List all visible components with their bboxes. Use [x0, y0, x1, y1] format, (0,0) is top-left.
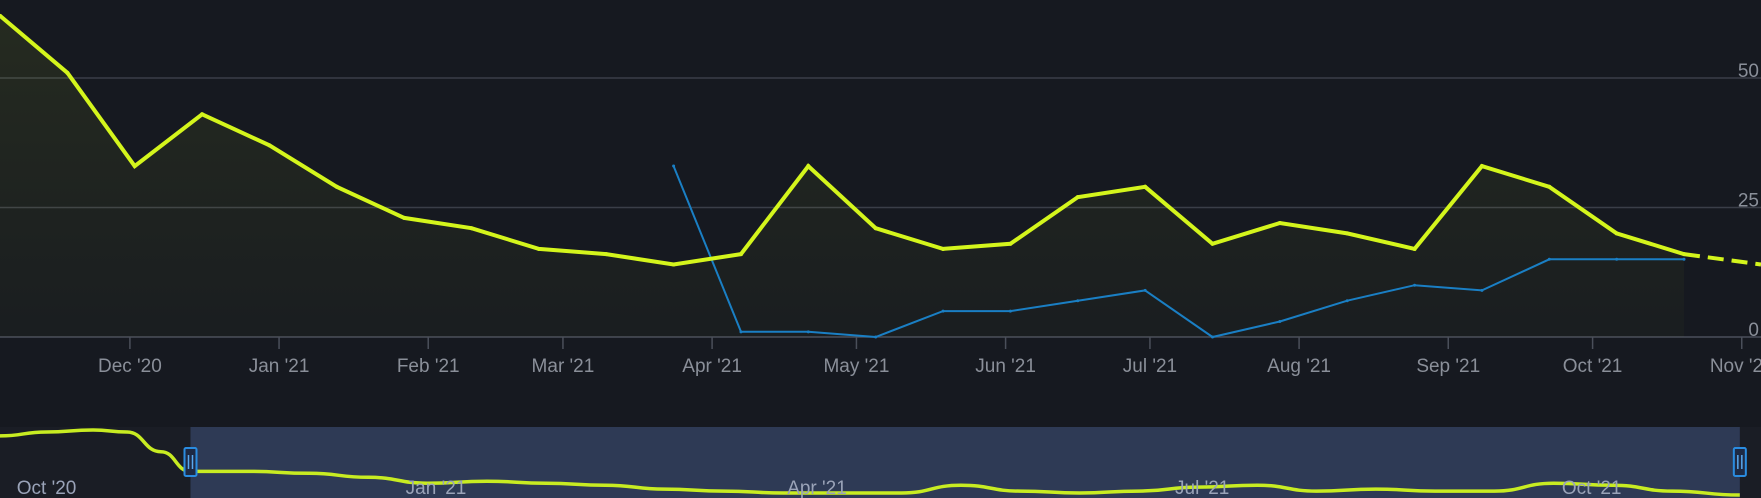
series-2-point [739, 330, 743, 334]
series-1-point [1412, 246, 1417, 251]
series-1-point [941, 246, 946, 251]
x-tick-label: Aug '21 [1267, 356, 1331, 377]
series-2-point [1076, 299, 1080, 303]
series-2-point [1480, 288, 1484, 292]
x-tick-label: Oct '21 [1563, 356, 1623, 377]
navigator-label: Oct '21 [1562, 478, 1622, 498]
series-1-projection [1683, 252, 1761, 267]
navigator-left-handle[interactable] [183, 447, 198, 477]
x-tick-label: Apr '21 [682, 356, 742, 377]
range-navigator[interactable]: Oct '20 Jan '21 Apr '21 Jul '21 Oct '21 [0, 427, 1761, 498]
handle-grip[interactable] [1732, 447, 1747, 477]
series-2-point [1210, 335, 1214, 339]
x-tick-label: Mar '21 [532, 356, 595, 377]
series-1-point [1210, 241, 1215, 246]
series-1-point [402, 215, 407, 220]
series-1-point [1075, 195, 1080, 200]
x-tick-label: Jan '21 [249, 356, 310, 377]
series-2-point [672, 164, 676, 168]
series-1-point [1547, 184, 1552, 189]
y-axis: 0 25 50 [1738, 61, 1759, 341]
navigator-label: Oct '20 [17, 478, 77, 498]
series-1-point [200, 112, 205, 117]
series-1-line [0, 14, 1685, 267]
series-1-point [671, 262, 676, 267]
series-2-point [806, 330, 810, 334]
series-2-point [1413, 283, 1417, 287]
series-1-point [738, 252, 743, 257]
series-2-point [1008, 309, 1012, 313]
series-1-point [604, 252, 609, 257]
series-1-point [1008, 241, 1013, 246]
navigator-label: Apr '21 [787, 478, 847, 498]
series-1-point [873, 226, 878, 231]
x-tick-label: Nov '21 [1710, 356, 1761, 377]
series-1-point [267, 143, 272, 148]
y-tick-label: 25 [1738, 191, 1759, 212]
series-1-point [0, 13, 2, 18]
series-2-point [1143, 288, 1147, 292]
series-1-point [1143, 184, 1148, 189]
series-1-point [469, 226, 474, 231]
x-tick-label: Sep '21 [1416, 356, 1480, 377]
series-1-point [1345, 231, 1350, 236]
series-1-point [1479, 164, 1484, 169]
navigator-label: Jul '21 [1175, 478, 1229, 498]
navigator-label: Jan '21 [406, 478, 467, 498]
series-1-point [65, 70, 70, 75]
series-2-line [672, 165, 1684, 339]
y-tick-label: 50 [1738, 61, 1759, 82]
navigator-series-line [0, 428, 1740, 497]
series-1-point [1614, 231, 1619, 236]
series-2-point [1615, 257, 1619, 261]
plot-area[interactable] [0, 13, 1761, 339]
series-2-point [1345, 299, 1349, 303]
x-tick-label: Jul '21 [1123, 356, 1177, 377]
series-1-point [806, 164, 811, 169]
handle-grip[interactable] [183, 447, 198, 477]
x-tick-label: Dec '20 [98, 356, 162, 377]
x-tick-label: Jun '21 [975, 356, 1036, 377]
x-axis: Dec '20 Jan '21 Feb '21 Mar '21 Apr '21 May '… [98, 337, 1761, 377]
series-2-point [874, 335, 878, 339]
navigator-right-handle[interactable] [1732, 447, 1747, 477]
series-2-point [941, 309, 945, 313]
x-tick-label: May '21 [823, 356, 889, 377]
series-2-point [1682, 257, 1686, 261]
series-2-point [1278, 319, 1282, 323]
y-tick-label: 0 [1748, 320, 1759, 341]
series-1-point [132, 164, 137, 169]
series-1-area [0, 15, 1684, 338]
series-1-point [1277, 221, 1282, 226]
series-1-point [536, 246, 541, 251]
series-1-point [334, 184, 339, 189]
x-tick-label: Feb '21 [397, 356, 460, 377]
series-2-point [1547, 257, 1551, 261]
